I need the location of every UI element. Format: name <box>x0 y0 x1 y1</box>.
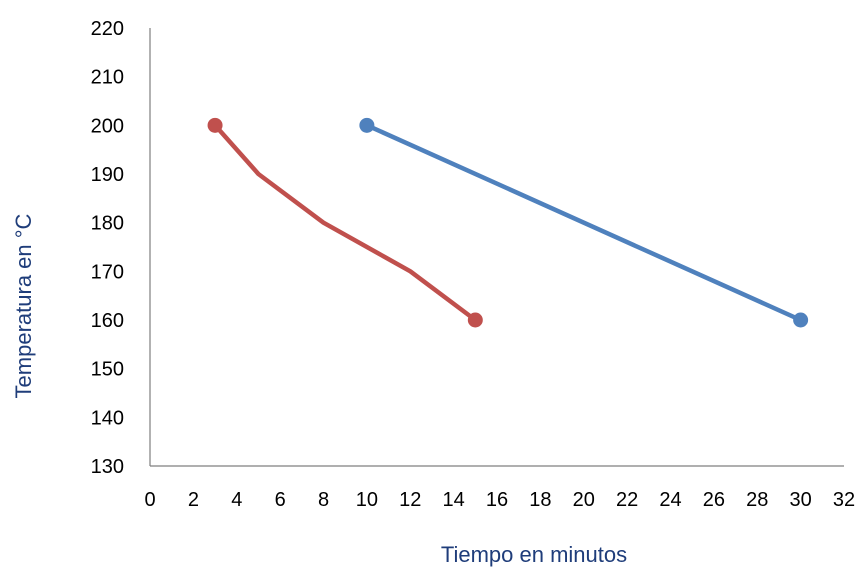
y-tick-label: 170 <box>91 261 124 283</box>
x-tick-label: 14 <box>443 489 465 511</box>
x-tick-label: 0 <box>144 489 155 511</box>
x-tick-labels: 0 2 4 6 8 10 12 14 16 18 20 22 24 26 28 30 32 <box>144 489 855 511</box>
x-tick-label: 28 <box>746 489 768 511</box>
x-tick-label: 24 <box>659 489 681 511</box>
x-axis-title: Tiempo en minutos <box>441 542 627 567</box>
y-tick-label: 130 <box>91 456 124 478</box>
x-tick-label: 22 <box>616 489 638 511</box>
data-point <box>207 117 223 133</box>
series-line <box>212 123 478 323</box>
x-tick-label: 2 <box>188 489 199 511</box>
data-point <box>793 312 809 328</box>
x-tick-label: 10 <box>356 489 378 511</box>
x-tick-label: 4 <box>231 489 242 511</box>
x-tick-label: 18 <box>529 489 551 511</box>
y-tick-label: 200 <box>91 115 124 137</box>
series-group <box>207 117 809 328</box>
x-tick-label: 26 <box>703 489 725 511</box>
series-line <box>364 123 803 323</box>
series-2 <box>359 117 809 328</box>
series-1 <box>207 117 483 328</box>
y-axis-title: Temperatura en °C <box>11 213 36 398</box>
y-tick-labels: 130 140 150 160 170 180 190 200 210 220 <box>91 18 124 478</box>
y-tick-label: 180 <box>91 213 124 235</box>
axes <box>149 28 844 467</box>
x-tick-label: 6 <box>275 489 286 511</box>
y-tick-label: 190 <box>91 164 124 186</box>
x-tick-label: 30 <box>790 489 812 511</box>
y-tick-label: 140 <box>91 407 124 429</box>
data-point <box>467 312 483 328</box>
x-tick-label: 20 <box>573 489 595 511</box>
x-tick-label: 12 <box>399 489 421 511</box>
x-tick-label: 8 <box>318 489 329 511</box>
data-point <box>359 117 375 133</box>
x-tick-label: 32 <box>833 489 855 511</box>
y-tick-label: 210 <box>91 67 124 89</box>
y-tick-label: 150 <box>91 359 124 381</box>
y-tick-label: 160 <box>91 310 124 332</box>
y-tick-label: 220 <box>91 18 124 40</box>
x-tick-label: 16 <box>486 489 508 511</box>
